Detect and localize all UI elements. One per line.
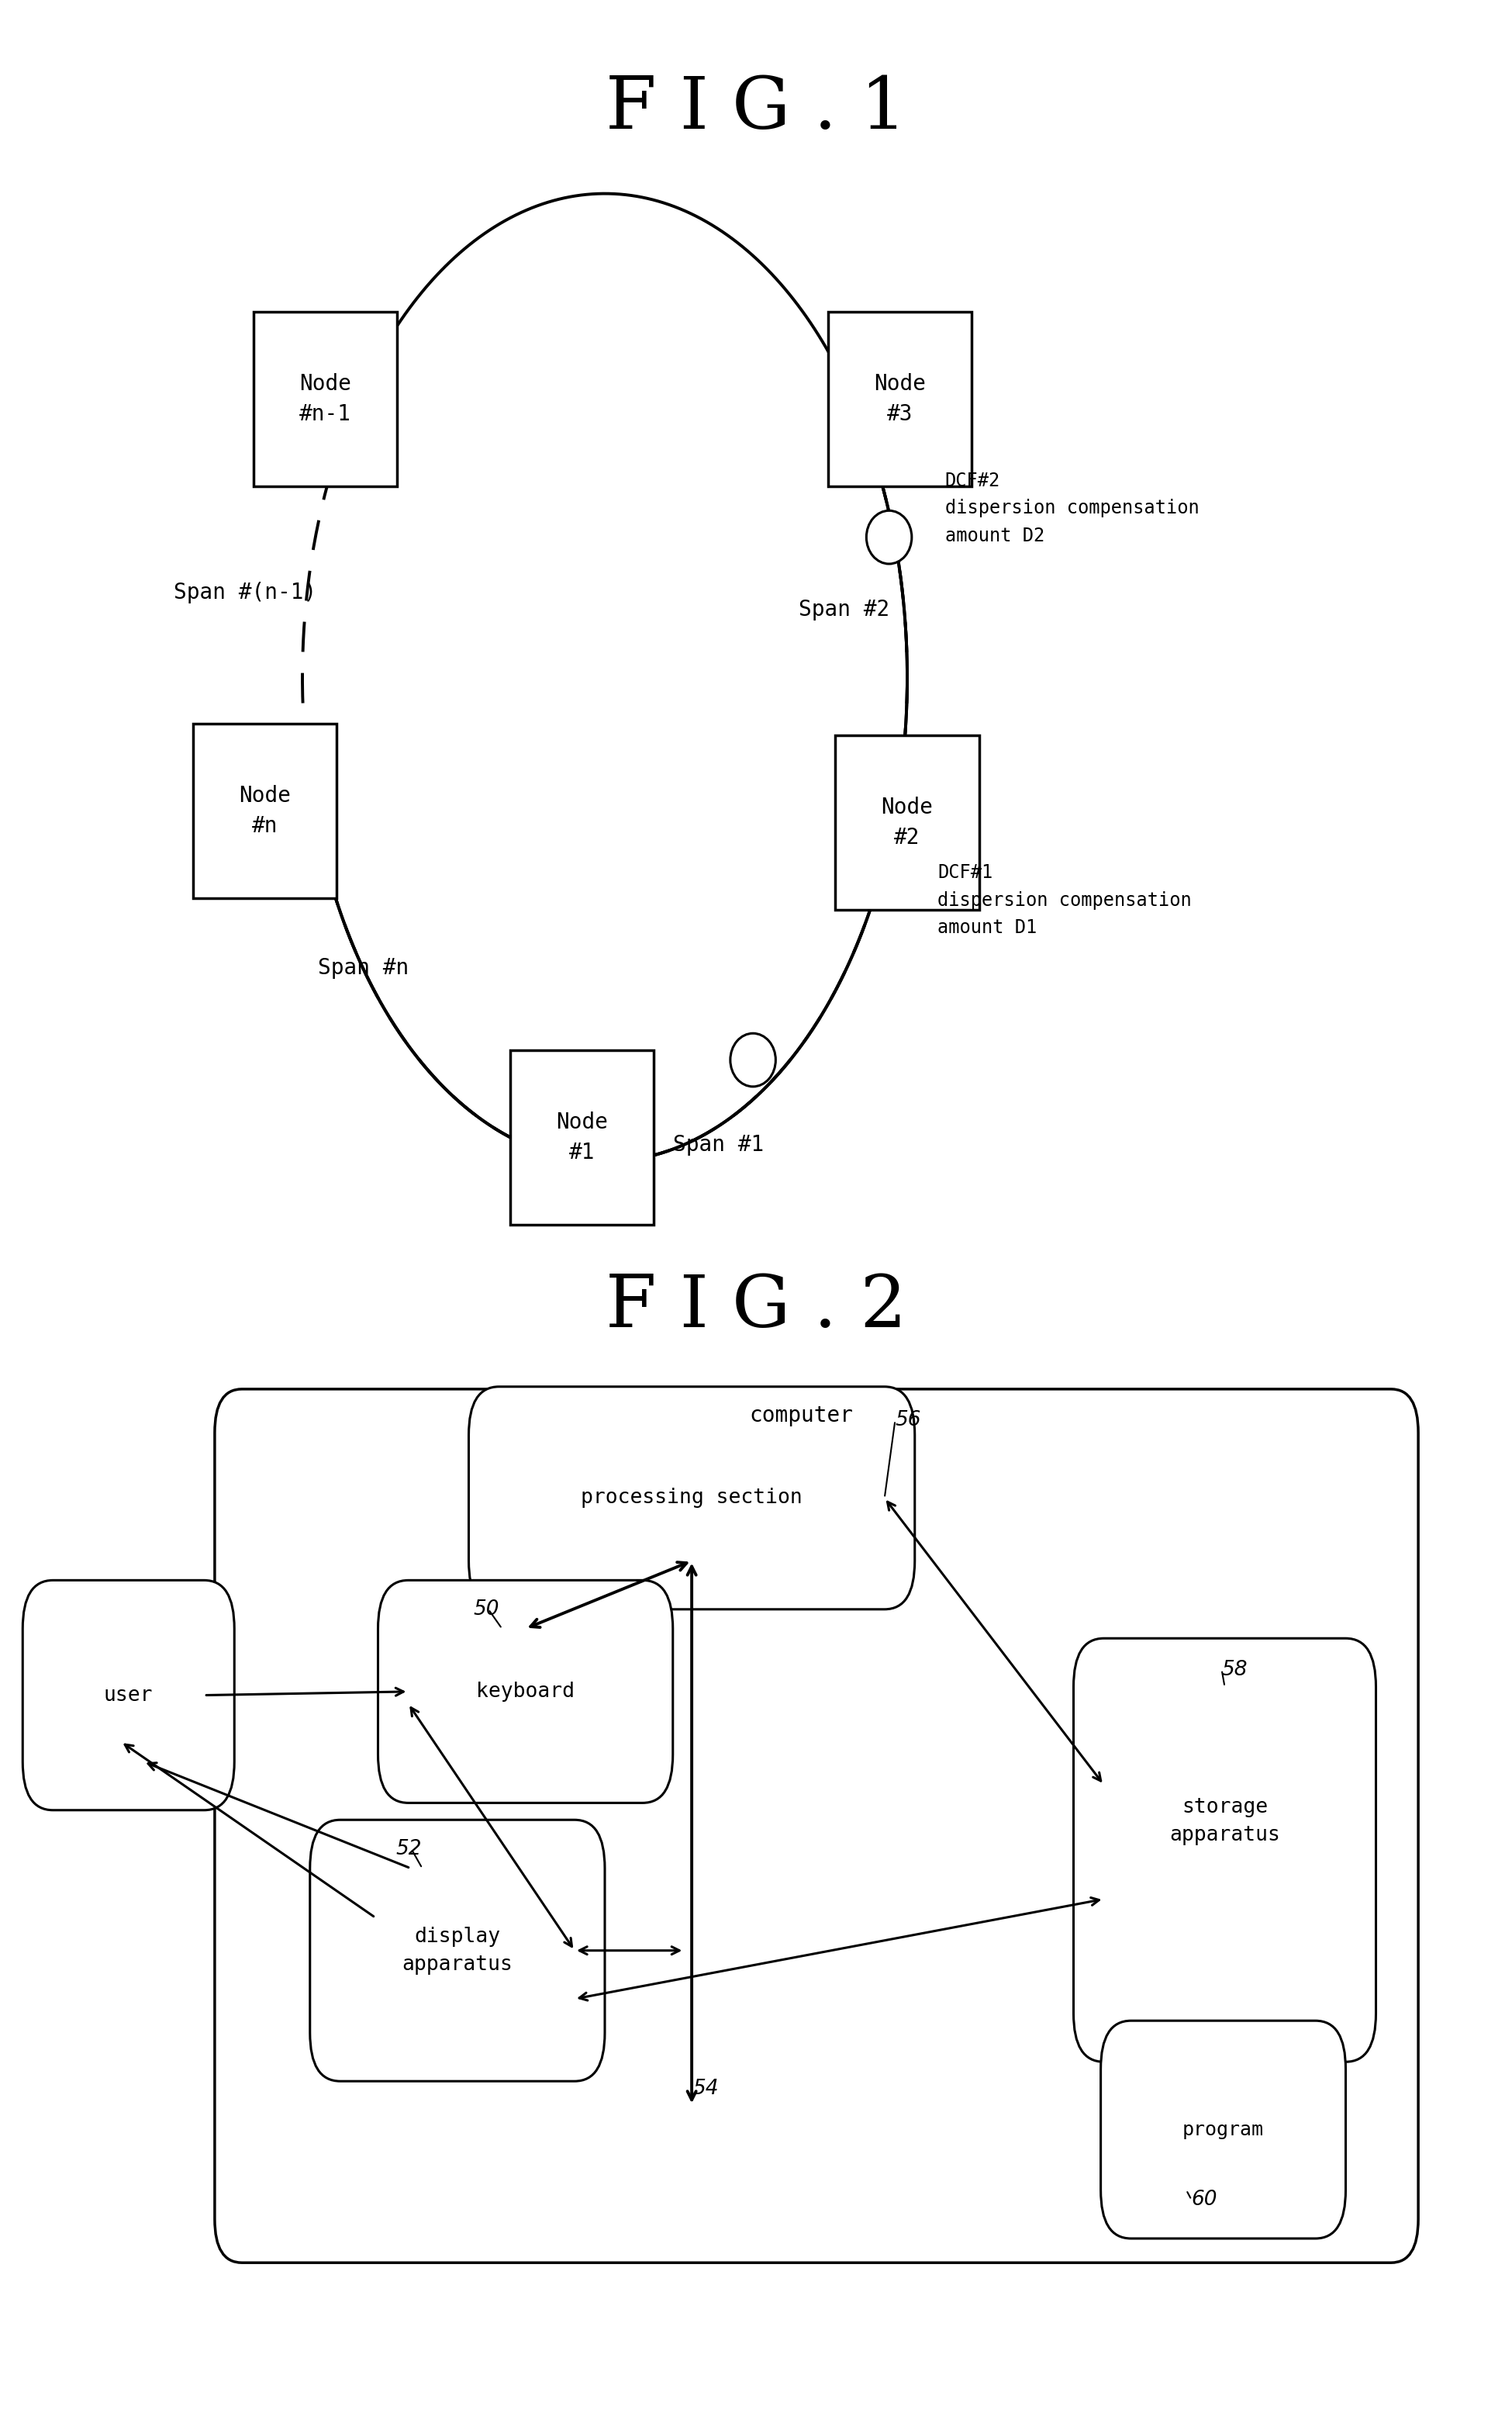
Text: program: program	[1182, 2120, 1264, 2139]
Text: Span #2: Span #2	[798, 600, 889, 620]
Text: 60: 60	[1191, 2190, 1217, 2209]
Ellipse shape	[730, 1033, 776, 1087]
Text: Span #n: Span #n	[318, 958, 408, 978]
Text: Span #1: Span #1	[673, 1135, 764, 1154]
Text: 50: 50	[473, 1600, 499, 1619]
FancyBboxPatch shape	[1101, 2021, 1346, 2238]
Text: Span #(n-1): Span #(n-1)	[174, 583, 316, 603]
FancyBboxPatch shape	[378, 1580, 673, 1803]
FancyBboxPatch shape	[253, 312, 396, 486]
Text: computer: computer	[750, 1406, 853, 1425]
Text: 54: 54	[692, 2079, 718, 2098]
Text: 56: 56	[895, 1411, 921, 1430]
FancyBboxPatch shape	[511, 1050, 653, 1225]
Text: Node
#n-1: Node #n-1	[299, 373, 351, 426]
FancyBboxPatch shape	[215, 1389, 1418, 2263]
Text: storage
apparatus: storage apparatus	[1169, 1798, 1281, 1844]
FancyBboxPatch shape	[194, 724, 336, 898]
Text: DCF#2
dispersion compensation
amount D2: DCF#2 dispersion compensation amount D2	[945, 472, 1199, 544]
Text: F I G . 1: F I G . 1	[605, 75, 907, 143]
FancyBboxPatch shape	[829, 312, 971, 486]
Text: Node
#2: Node #2	[881, 796, 933, 849]
FancyBboxPatch shape	[835, 736, 980, 910]
Text: user: user	[104, 1684, 153, 1706]
Text: 52: 52	[396, 1839, 422, 1859]
FancyBboxPatch shape	[469, 1387, 915, 1609]
Text: Node
#n: Node #n	[239, 784, 290, 837]
FancyBboxPatch shape	[310, 1820, 605, 2081]
FancyBboxPatch shape	[23, 1580, 234, 1810]
Text: keyboard: keyboard	[476, 1682, 575, 1701]
Text: Node
#1: Node #1	[556, 1111, 608, 1164]
Text: F I G . 2: F I G . 2	[605, 1273, 907, 1341]
Text: DCF#1
dispersion compensation
amount D1: DCF#1 dispersion compensation amount D1	[937, 864, 1191, 937]
FancyBboxPatch shape	[1074, 1638, 1376, 2062]
Text: processing section: processing section	[581, 1488, 803, 1508]
Text: Node
#3: Node #3	[874, 373, 925, 426]
Text: 58: 58	[1222, 1660, 1247, 1679]
Text: display
apparatus: display apparatus	[402, 1926, 513, 1975]
Ellipse shape	[866, 511, 912, 564]
